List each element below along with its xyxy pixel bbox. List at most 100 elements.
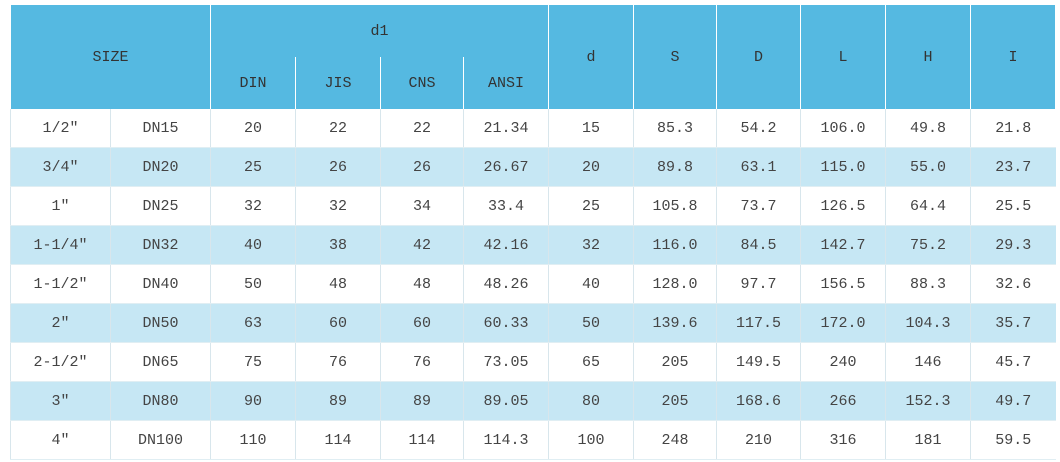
table-cell: 21.8 [970,109,1056,148]
table-cell: 97.7 [716,264,801,304]
table-cell: 1/2″ [10,109,111,148]
table-cell: 32.6 [970,264,1056,304]
table-cell: DN40 [109,264,211,304]
table-cell: 32 [295,186,381,226]
header-cell: d1 [210,5,550,57]
table-cell: 1″ [10,186,111,226]
header-cell: L [800,5,887,109]
table-cell: 126.5 [800,186,886,226]
header-cell: I [970,5,1057,109]
header-cell: JIS [295,57,382,109]
table-row: 2-1/2″ DN65 75 76 76 73.05 65 205 149.5 240 146 45.… [10,342,1056,382]
table-cell: DN50 [109,303,211,343]
table-cell: 42.16 [463,225,549,265]
table-cell: DN15 [109,109,211,148]
table-cell: 149.5 [716,342,801,382]
table-row: 4″ DN100 110 114 114 114.3 100 248 210 316 181 59.5 [10,420,1056,460]
table-cell: 48.26 [463,264,549,304]
header-row: DIN JIS CNS ANSI [11,57,1056,109]
table-cell: 80 [548,381,634,421]
table-cell: 248 [633,420,717,460]
table-cell: 2-1/2″ [10,342,111,382]
table-cell: 22 [295,109,381,148]
table-cell: 2″ [10,303,111,343]
table-cell: 316 [800,420,886,460]
table-cell: 33.4 [463,186,549,226]
table-cell: 50 [210,264,296,304]
table-cell: 240 [800,342,886,382]
table-cell: 89 [295,381,381,421]
table-cell: 210 [716,420,801,460]
table-cell: DN100 [109,420,211,460]
table-cell: 156.5 [800,264,886,304]
table-cell: 38 [295,225,381,265]
table-cell: 21.34 [463,109,549,148]
table-cell: 22 [380,109,464,148]
table-cell: 89 [380,381,464,421]
table-cell: 89.05 [463,381,549,421]
table-cell: 26.67 [463,147,549,187]
table-cell: 117.5 [716,303,801,343]
table-cell: 114.3 [463,420,549,460]
table-cell: 76 [295,342,381,382]
table-cell: 3/4″ [10,147,111,187]
header-cell: CNS [380,57,465,109]
table-cell: 75.2 [885,225,971,265]
table-row: 3/4″ DN20 25 26 26 26.67 20 89.8 63.1 115.0 55.0 23… [10,147,1056,187]
header-cell: H [885,5,972,109]
header-cell: d [548,5,635,109]
table-cell: 114 [295,420,381,460]
table-cell: 88.3 [885,264,971,304]
header-cell: S [633,5,718,109]
table-cell: DN20 [109,147,211,187]
table-cell: 48 [380,264,464,304]
table-cell: 59.5 [970,420,1056,460]
table-cell: 75 [210,342,296,382]
table-cell: 60 [295,303,381,343]
table-cell: 32 [548,225,634,265]
table-row: 1″ DN25 32 32 34 33.4 25 105.8 73.7 126.5 64.4 25.5 [10,186,1056,226]
table-cell: 115.0 [800,147,886,187]
table-row: 1-1/2″ DN40 50 48 48 48.26 40 128.0 97.7 156.5 88.… [10,264,1056,304]
table-cell: 32 [210,186,296,226]
table-cell: 181 [885,420,971,460]
table-body: 1/2″ DN15 20 22 22 21.34 15 85.3 54.2 106.0 49.8 21… [10,109,1056,460]
table-cell: 34 [380,186,464,226]
table-cell: 20 [548,147,634,187]
table-cell: 105.8 [633,186,717,226]
table-cell: 110 [210,420,296,460]
table-cell: 152.3 [885,381,971,421]
table-cell: 64.4 [885,186,971,226]
table-cell: 205 [633,381,717,421]
table-cell: DN25 [109,186,211,226]
table-cell: 40 [548,264,634,304]
table-cell: 60.33 [463,303,549,343]
table-cell: 73.05 [463,342,549,382]
table-cell: 48 [295,264,381,304]
table-cell: 63 [210,303,296,343]
table-cell: 1-1/2″ [10,264,111,304]
table-cell: 20 [210,109,296,148]
table-cell: 1-1/4″ [10,225,111,265]
table-cell: 55.0 [885,147,971,187]
table-cell: 90 [210,381,296,421]
table-cell: 85.3 [633,109,717,148]
table-row: 1-1/4″ DN32 40 38 42 42.16 32 116.0 84.5 142.7 75.… [10,225,1056,265]
table-cell: 73.7 [716,186,801,226]
header-cell: DIN [210,57,297,109]
table-cell: DN80 [109,381,211,421]
table-cell: 84.5 [716,225,801,265]
table-cell: 266 [800,381,886,421]
table-cell: 104.3 [885,303,971,343]
table-cell: 40 [210,225,296,265]
table-cell: 26 [380,147,464,187]
table-cell: 54.2 [716,109,801,148]
table-cell: 128.0 [633,264,717,304]
table-cell: 60 [380,303,464,343]
table-cell: 116.0 [633,225,717,265]
header-cell: ANSI [463,57,550,109]
table-cell: 23.7 [970,147,1056,187]
